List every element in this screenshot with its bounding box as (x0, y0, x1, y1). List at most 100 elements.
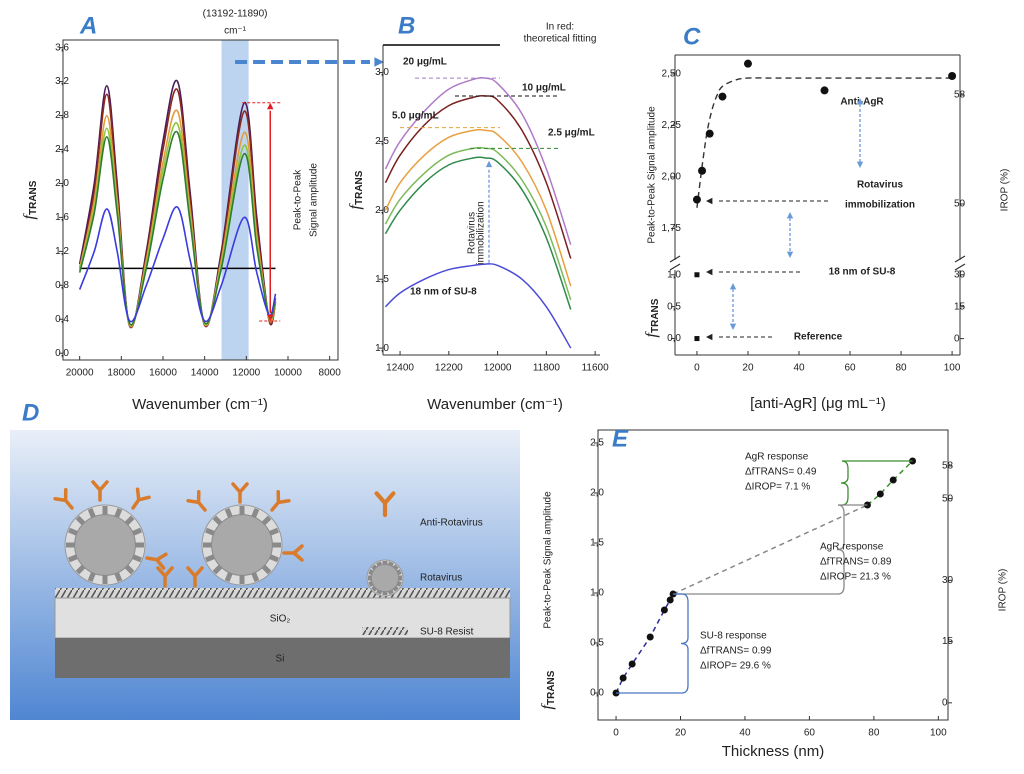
capsid-unit (212, 515, 223, 526)
y-tick-label: 0 (954, 333, 960, 344)
capsid-unit (382, 561, 388, 565)
label-subscript: TRANS (354, 170, 365, 205)
capsid-unit (114, 571, 123, 582)
data-point (694, 272, 700, 278)
arrow-head (856, 161, 864, 168)
antibody (186, 566, 204, 588)
label-symbol: f (539, 702, 556, 709)
virus-core (211, 514, 273, 576)
panel-letter: B (398, 12, 415, 39)
annotation: Anti-AgR (840, 97, 884, 108)
level-label: 20 μg/mL (403, 57, 447, 68)
x-tick-label: 100 (930, 728, 947, 739)
x-tick-label: 40 (739, 728, 751, 739)
legend-label: Anti-Rotavirus (420, 518, 483, 529)
capsid-unit (272, 542, 281, 548)
brace (680, 593, 689, 694)
x-axis-label: [anti-AgR] (μg mL⁻¹) (750, 395, 886, 412)
x-tick-label: 10000 (274, 368, 302, 379)
data-point (666, 596, 674, 604)
arrow-head (485, 160, 493, 168)
x-tick-label: 80 (868, 728, 880, 739)
arrow-head (267, 102, 274, 110)
annotation: ΔIROP= 29.6 % (700, 661, 771, 672)
data-point (889, 476, 897, 484)
capsid-unit (124, 515, 135, 526)
antibody (231, 482, 249, 504)
series-line (384, 263, 572, 349)
capsid-unit (239, 506, 245, 515)
panel-letter: D (22, 399, 39, 426)
capsid-unit (87, 571, 96, 582)
y-tick-label: 3,0 (375, 67, 389, 78)
y-tick-label: 1,6 (55, 212, 69, 223)
plot-frame (62, 39, 339, 361)
series-line (384, 146, 572, 301)
y-tick-label: 1,5 (590, 538, 604, 549)
arrow-head (706, 197, 713, 205)
annotation: ΔIROP= 7.1 % (745, 482, 810, 493)
note: In red: (546, 22, 574, 33)
data-point (619, 674, 627, 682)
y-tick-label: 0,4 (55, 314, 69, 325)
y-tick-label: 0,5 (667, 301, 681, 312)
x-tick-label: 14000 (191, 368, 219, 379)
annotation: immobilization (476, 201, 487, 264)
legend-label: SU-8 Resist (420, 627, 474, 638)
annotation: Rotavirus (857, 180, 904, 191)
capsid-unit (124, 564, 135, 575)
x-axis-label: Thickness (nm) (722, 743, 825, 760)
y-tick-label: 2,5 (590, 438, 604, 449)
axis-label: Peak-to-Peak Signal amplitude (647, 106, 658, 244)
arrow-head (706, 268, 713, 276)
y-tick-label: 2,25 (662, 120, 682, 131)
brace (836, 504, 845, 595)
label-symbol: f (21, 212, 38, 219)
y-axis-label: fTRANS (21, 180, 39, 219)
capsid-unit (371, 564, 378, 571)
y-tick-label: 3,2 (55, 76, 69, 87)
y-tick-label: 58 (954, 90, 966, 101)
y-tick-label: 1,75 (662, 223, 682, 234)
capsid-unit (224, 508, 233, 519)
axis-break (954, 255, 966, 263)
x-tick-label: 12000 (232, 368, 260, 379)
x-tick-label: 12400 (386, 363, 414, 374)
y-tick-label: 2,0 (55, 178, 69, 189)
y-tick-label: 0,0 (55, 348, 69, 359)
antibody (156, 566, 174, 588)
x-tick-label: 0 (694, 363, 700, 374)
data-point (698, 166, 707, 175)
y-tick-label: 1,0 (590, 588, 604, 599)
capsid-unit (382, 591, 388, 595)
annotation: ΔIROP= 21.3 % (820, 572, 891, 583)
capsid-unit (102, 506, 108, 515)
capsid-unit (68, 554, 79, 563)
y-tick-label: 1,2 (55, 246, 69, 257)
y-tick-label: 2,8 (55, 110, 69, 121)
antibody (91, 480, 109, 502)
y-tick-label: 3,6 (55, 42, 69, 53)
x-axis-label: Wavenumber (cm⁻¹) (427, 396, 563, 413)
annotation: Signal amplitude (309, 163, 320, 237)
panel-letter: C (683, 23, 701, 50)
x-tick-label: 0 (613, 728, 619, 739)
x-tick-label: 20 (742, 363, 754, 374)
series-line (78, 109, 277, 328)
data-point (876, 490, 884, 498)
axis-break (669, 263, 681, 271)
arrow-head (267, 314, 274, 321)
capsid-unit (392, 564, 399, 571)
label-subscript: TRANS (546, 670, 557, 705)
label-subscript: TRANS (650, 298, 661, 333)
data-point (694, 336, 700, 342)
y-tick-label: 1,5 (375, 274, 389, 285)
series-line (78, 88, 277, 329)
axis-label: Peak-to-Peak Signal amplitude (543, 491, 554, 629)
y-tick-label: 2,5 (375, 136, 389, 147)
virus-core (74, 514, 136, 576)
axis-label: IROP (%) (998, 569, 1009, 612)
series-line (384, 128, 572, 287)
annotation: Reference (794, 332, 843, 343)
y-tick-label: 1,0 (667, 269, 681, 280)
